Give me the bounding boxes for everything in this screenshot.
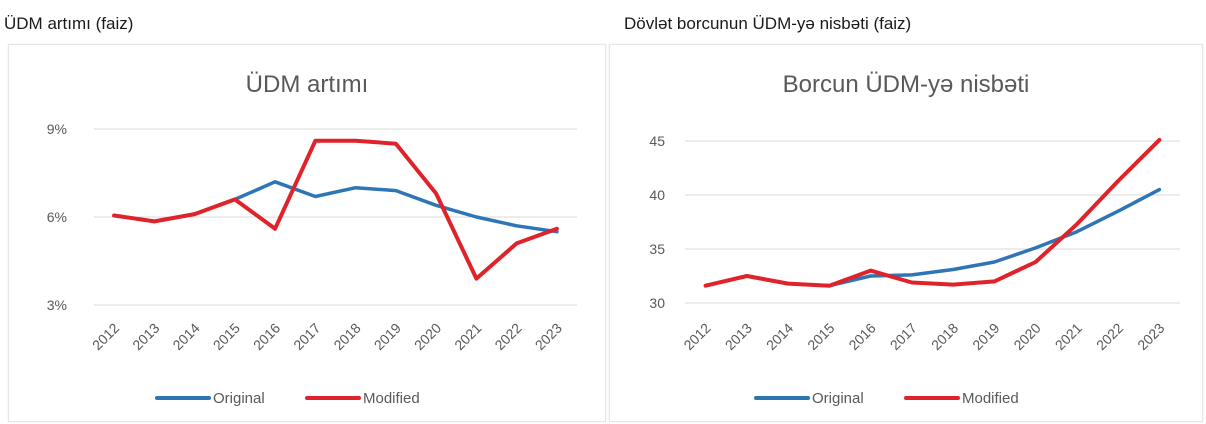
x-tick-label: 2016 xyxy=(845,320,878,353)
y-tick-label: 30 xyxy=(649,295,665,311)
chart-1-svg: ÜDM artımı 3% 6% 9% 2012 2013 2014 2015 2016 2017… xyxy=(47,71,577,407)
x-tick-label: 2019 xyxy=(969,320,1002,353)
x-tick-label: 2012 xyxy=(89,320,122,353)
x-tick-label: 2023 xyxy=(1134,320,1167,353)
series-line-modified xyxy=(703,137,1162,288)
y-tick-label: 3% xyxy=(47,297,67,313)
chart-2-card: Borcun ÜDM-yə nisbəti 30 35 40 45 2012 2013 201… xyxy=(609,44,1203,422)
legend-label-modified: Modified xyxy=(363,390,420,407)
x-tick-label: 2022 xyxy=(491,320,524,353)
x-tick-label: 2014 xyxy=(763,320,796,353)
x-tick-label: 2013 xyxy=(129,320,162,353)
x-tick-label: 2015 xyxy=(804,320,837,353)
x-tick-label: 2019 xyxy=(371,320,404,353)
chart-1-card: ÜDM artımı 3% 6% 9% 2012 2013 2014 2015 2016 2017… xyxy=(8,44,606,422)
series-line-original xyxy=(112,180,559,234)
x-tick-label: 2020 xyxy=(411,320,444,353)
legend-label-original: Original xyxy=(812,390,864,407)
y-tick-label: 40 xyxy=(649,187,665,203)
x-tick-label: 2023 xyxy=(532,320,565,353)
y-tick-label: 6% xyxy=(47,209,67,225)
y-tick-label: 45 xyxy=(649,133,665,149)
x-tick-label: 2013 xyxy=(722,320,755,353)
x-tick-label: 2021 xyxy=(451,320,484,353)
series-line-modified xyxy=(112,138,559,281)
y-tick-label: 35 xyxy=(649,241,665,257)
legend-label-modified: Modified xyxy=(962,390,1019,407)
chart-1-caption: ÜDM artımı (faiz) xyxy=(4,14,134,33)
x-tick-label: 2020 xyxy=(1010,320,1043,353)
x-tick-label: 2015 xyxy=(210,320,243,353)
series-line-original xyxy=(703,187,1162,288)
x-tick-label: 2018 xyxy=(330,320,363,353)
x-tick-label: 2012 xyxy=(680,320,713,353)
x-tick-label: 2017 xyxy=(290,320,323,353)
x-tick-label: 2018 xyxy=(928,320,961,353)
legend-label-original: Original xyxy=(213,390,265,407)
x-tick-label: 2016 xyxy=(250,320,283,353)
x-tick-label: 2022 xyxy=(1093,320,1126,353)
chart-title: Borcun ÜDM-yə nisbəti xyxy=(783,71,1030,98)
x-tick-label: 2014 xyxy=(169,320,202,353)
chart-title: ÜDM artımı xyxy=(246,71,369,98)
y-tick-label: 9% xyxy=(47,121,67,137)
x-tick-label: 2021 xyxy=(1052,320,1085,353)
chart-2-caption: Dövlət borcunun ÜDM-yə nisbəti (faiz) xyxy=(624,14,912,33)
x-tick-label: 2017 xyxy=(887,320,920,353)
